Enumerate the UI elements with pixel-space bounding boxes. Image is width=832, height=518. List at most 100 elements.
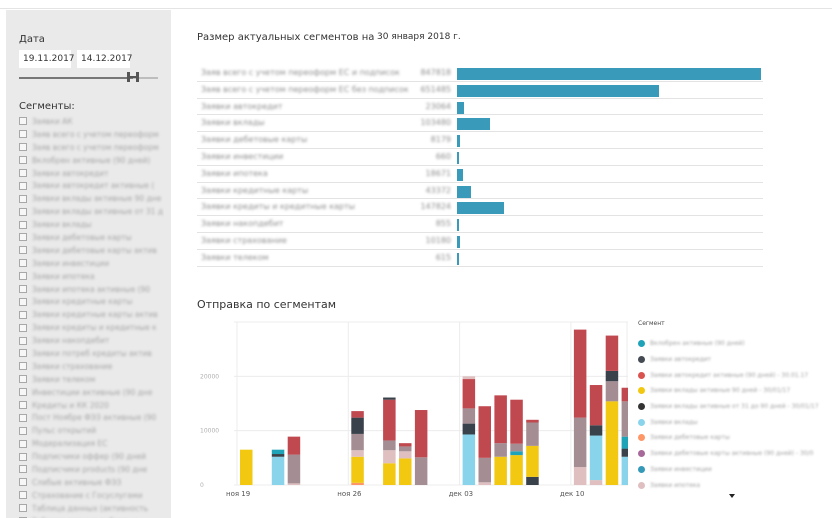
segment-checkbox-item[interactable]: Пульс открытий — [19, 424, 164, 437]
checkbox[interactable] — [19, 465, 27, 474]
bar-segment[interactable] — [383, 450, 396, 464]
segment-checkbox-item[interactable]: Заявки кредитные карты актив — [19, 308, 164, 321]
checkbox[interactable] — [19, 349, 27, 358]
bar-segment[interactable] — [494, 456, 507, 485]
bar-segment[interactable] — [240, 449, 253, 485]
bar-segment[interactable] — [351, 482, 364, 485]
checkbox[interactable] — [19, 285, 27, 294]
bar-segment[interactable] — [351, 411, 364, 418]
bar-segment[interactable] — [351, 456, 364, 483]
segment-checkbox-item[interactable]: Заяв всего с учетом переоформ — [19, 141, 164, 154]
bar-segment[interactable] — [605, 381, 619, 402]
bar-segment[interactable] — [526, 445, 539, 477]
bar-segment[interactable] — [271, 456, 285, 485]
segment-checkbox-item[interactable]: Заявки автокредит — [19, 167, 164, 180]
bar-segment[interactable] — [478, 406, 492, 458]
bar-segment[interactable] — [351, 450, 364, 457]
date-start-input[interactable]: 19.11.2017 — [19, 50, 75, 68]
segment-checkbox-item[interactable]: Страхование с Госуслугами — [19, 489, 164, 502]
bar-segment[interactable] — [399, 443, 412, 447]
segment-checkbox-item[interactable]: Слабые активные ФЭЗ — [19, 476, 164, 489]
bar-segment[interactable] — [526, 422, 539, 446]
checkbox[interactable] — [19, 220, 27, 229]
checkbox[interactable] — [19, 207, 27, 216]
legend-scroll-down-icon[interactable] — [729, 494, 735, 498]
segment-checkbox-item[interactable]: Заяв всего с учетом переоформ — [19, 128, 164, 141]
bar-segment[interactable] — [510, 443, 523, 452]
legend-item[interactable]: Заявки вклады активные 90 дней - 30/01/1… — [638, 383, 818, 399]
bar-segment[interactable] — [573, 417, 587, 468]
bar-segment[interactable] — [351, 433, 364, 451]
bar-segment[interactable] — [621, 456, 628, 485]
legend-item[interactable]: Заявки автокредит — [638, 352, 818, 368]
checkbox[interactable] — [19, 297, 27, 306]
bar-segment[interactable] — [271, 449, 285, 455]
checkbox[interactable] — [19, 323, 27, 332]
checkbox[interactable] — [19, 272, 27, 281]
checkbox[interactable] — [19, 375, 27, 384]
bar-segment[interactable] — [399, 458, 412, 485]
bar-segment[interactable] — [271, 454, 285, 457]
bar-segment[interactable] — [462, 434, 476, 485]
bar-segment[interactable] — [399, 446, 412, 452]
segment-checkbox-item[interactable]: Заявки дебетовые карты актив — [19, 244, 164, 257]
checkbox[interactable] — [19, 169, 27, 177]
bar-segment[interactable] — [621, 387, 628, 402]
bar-segment[interactable] — [414, 457, 428, 485]
checkbox[interactable] — [19, 426, 27, 435]
segment-checkbox-item[interactable]: Инвестиции активные (90 дне — [19, 386, 164, 399]
checkbox[interactable] — [19, 194, 27, 203]
bar-segment[interactable] — [526, 476, 539, 485]
legend-item[interactable]: Заявки дебетовые карты активные (90 дней… — [638, 446, 818, 462]
checkbox[interactable] — [19, 388, 27, 397]
segment-checkbox-item[interactable]: Заявки накопдебит — [19, 334, 164, 347]
bar-segment[interactable] — [573, 467, 587, 485]
segment-checkbox-item[interactable]: Заявки инвестиции — [19, 257, 164, 270]
segment-checkbox-item[interactable]: Заявки автокредит активные ( — [19, 179, 164, 192]
bar-segment[interactable] — [573, 329, 587, 418]
bar-segment[interactable] — [510, 451, 523, 456]
checkbox[interactable] — [19, 413, 27, 422]
segment-checkbox-item[interactable]: Кредиты и КК 2020 — [19, 399, 164, 412]
segment-checkbox-item[interactable]: Модерализация ЕС — [19, 437, 164, 450]
legend-item[interactable]: Заявки автокредит активные (90 дней) - 3… — [638, 367, 818, 383]
legend-item[interactable]: Заявки дебетовые карты — [638, 430, 818, 446]
checkbox[interactable] — [19, 143, 27, 152]
checkbox[interactable] — [19, 117, 27, 126]
bar-segment[interactable] — [462, 408, 476, 424]
legend-item[interactable]: Заявки инвестиции — [638, 462, 818, 478]
segment-checkbox-item[interactable]: Заявки вклады активные 90 дне — [19, 192, 164, 205]
segment-checkbox-item[interactable]: Заявки кредиты и кредитные к — [19, 321, 164, 334]
checkbox[interactable] — [19, 246, 27, 255]
bar-segment[interactable] — [383, 397, 396, 400]
checkbox[interactable] — [19, 491, 27, 500]
checkbox[interactable] — [19, 439, 27, 448]
checkbox[interactable] — [19, 452, 27, 461]
checkbox[interactable] — [19, 504, 27, 513]
bar-segment[interactable] — [605, 335, 619, 371]
bar-segment[interactable] — [494, 395, 507, 444]
bar-segment[interactable] — [589, 435, 603, 481]
checkbox[interactable] — [19, 130, 27, 139]
legend-item[interactable]: Вклобрен активные (90 дней) — [638, 336, 818, 352]
bar-segment[interactable] — [414, 410, 428, 458]
checkbox[interactable] — [19, 478, 27, 487]
segment-checkbox-item[interactable]: Пост Ноябре ФЭЗ активные (90 — [19, 411, 164, 424]
bar-segment[interactable] — [462, 376, 476, 380]
checkbox[interactable] — [19, 362, 27, 371]
segment-checkbox-item[interactable]: Заявки АК — [19, 115, 164, 128]
checkbox[interactable] — [19, 401, 27, 410]
segment-checkbox-item[interactable]: Заявки потреб кредиты актив — [19, 347, 164, 360]
bar-segment[interactable] — [526, 419, 539, 423]
checkbox[interactable] — [19, 156, 27, 165]
bar-segment[interactable] — [383, 463, 396, 485]
bar-segment[interactable] — [589, 480, 603, 485]
segment-checkbox-item[interactable]: Заявки ипотека — [19, 270, 164, 283]
bar-segment[interactable] — [287, 454, 301, 484]
segment-checkbox-item[interactable]: Заявки ипотека активные (90 — [19, 283, 164, 296]
legend-item[interactable]: Заявки ипотека — [638, 477, 818, 493]
segment-checkbox-item[interactable]: Вклобрен активные (90 дней) — [19, 154, 164, 167]
segment-checkbox-item[interactable]: Заявки вклады активные от 31 д — [19, 205, 164, 218]
bar-segment[interactable] — [605, 370, 619, 382]
bar-segment[interactable] — [287, 436, 301, 455]
